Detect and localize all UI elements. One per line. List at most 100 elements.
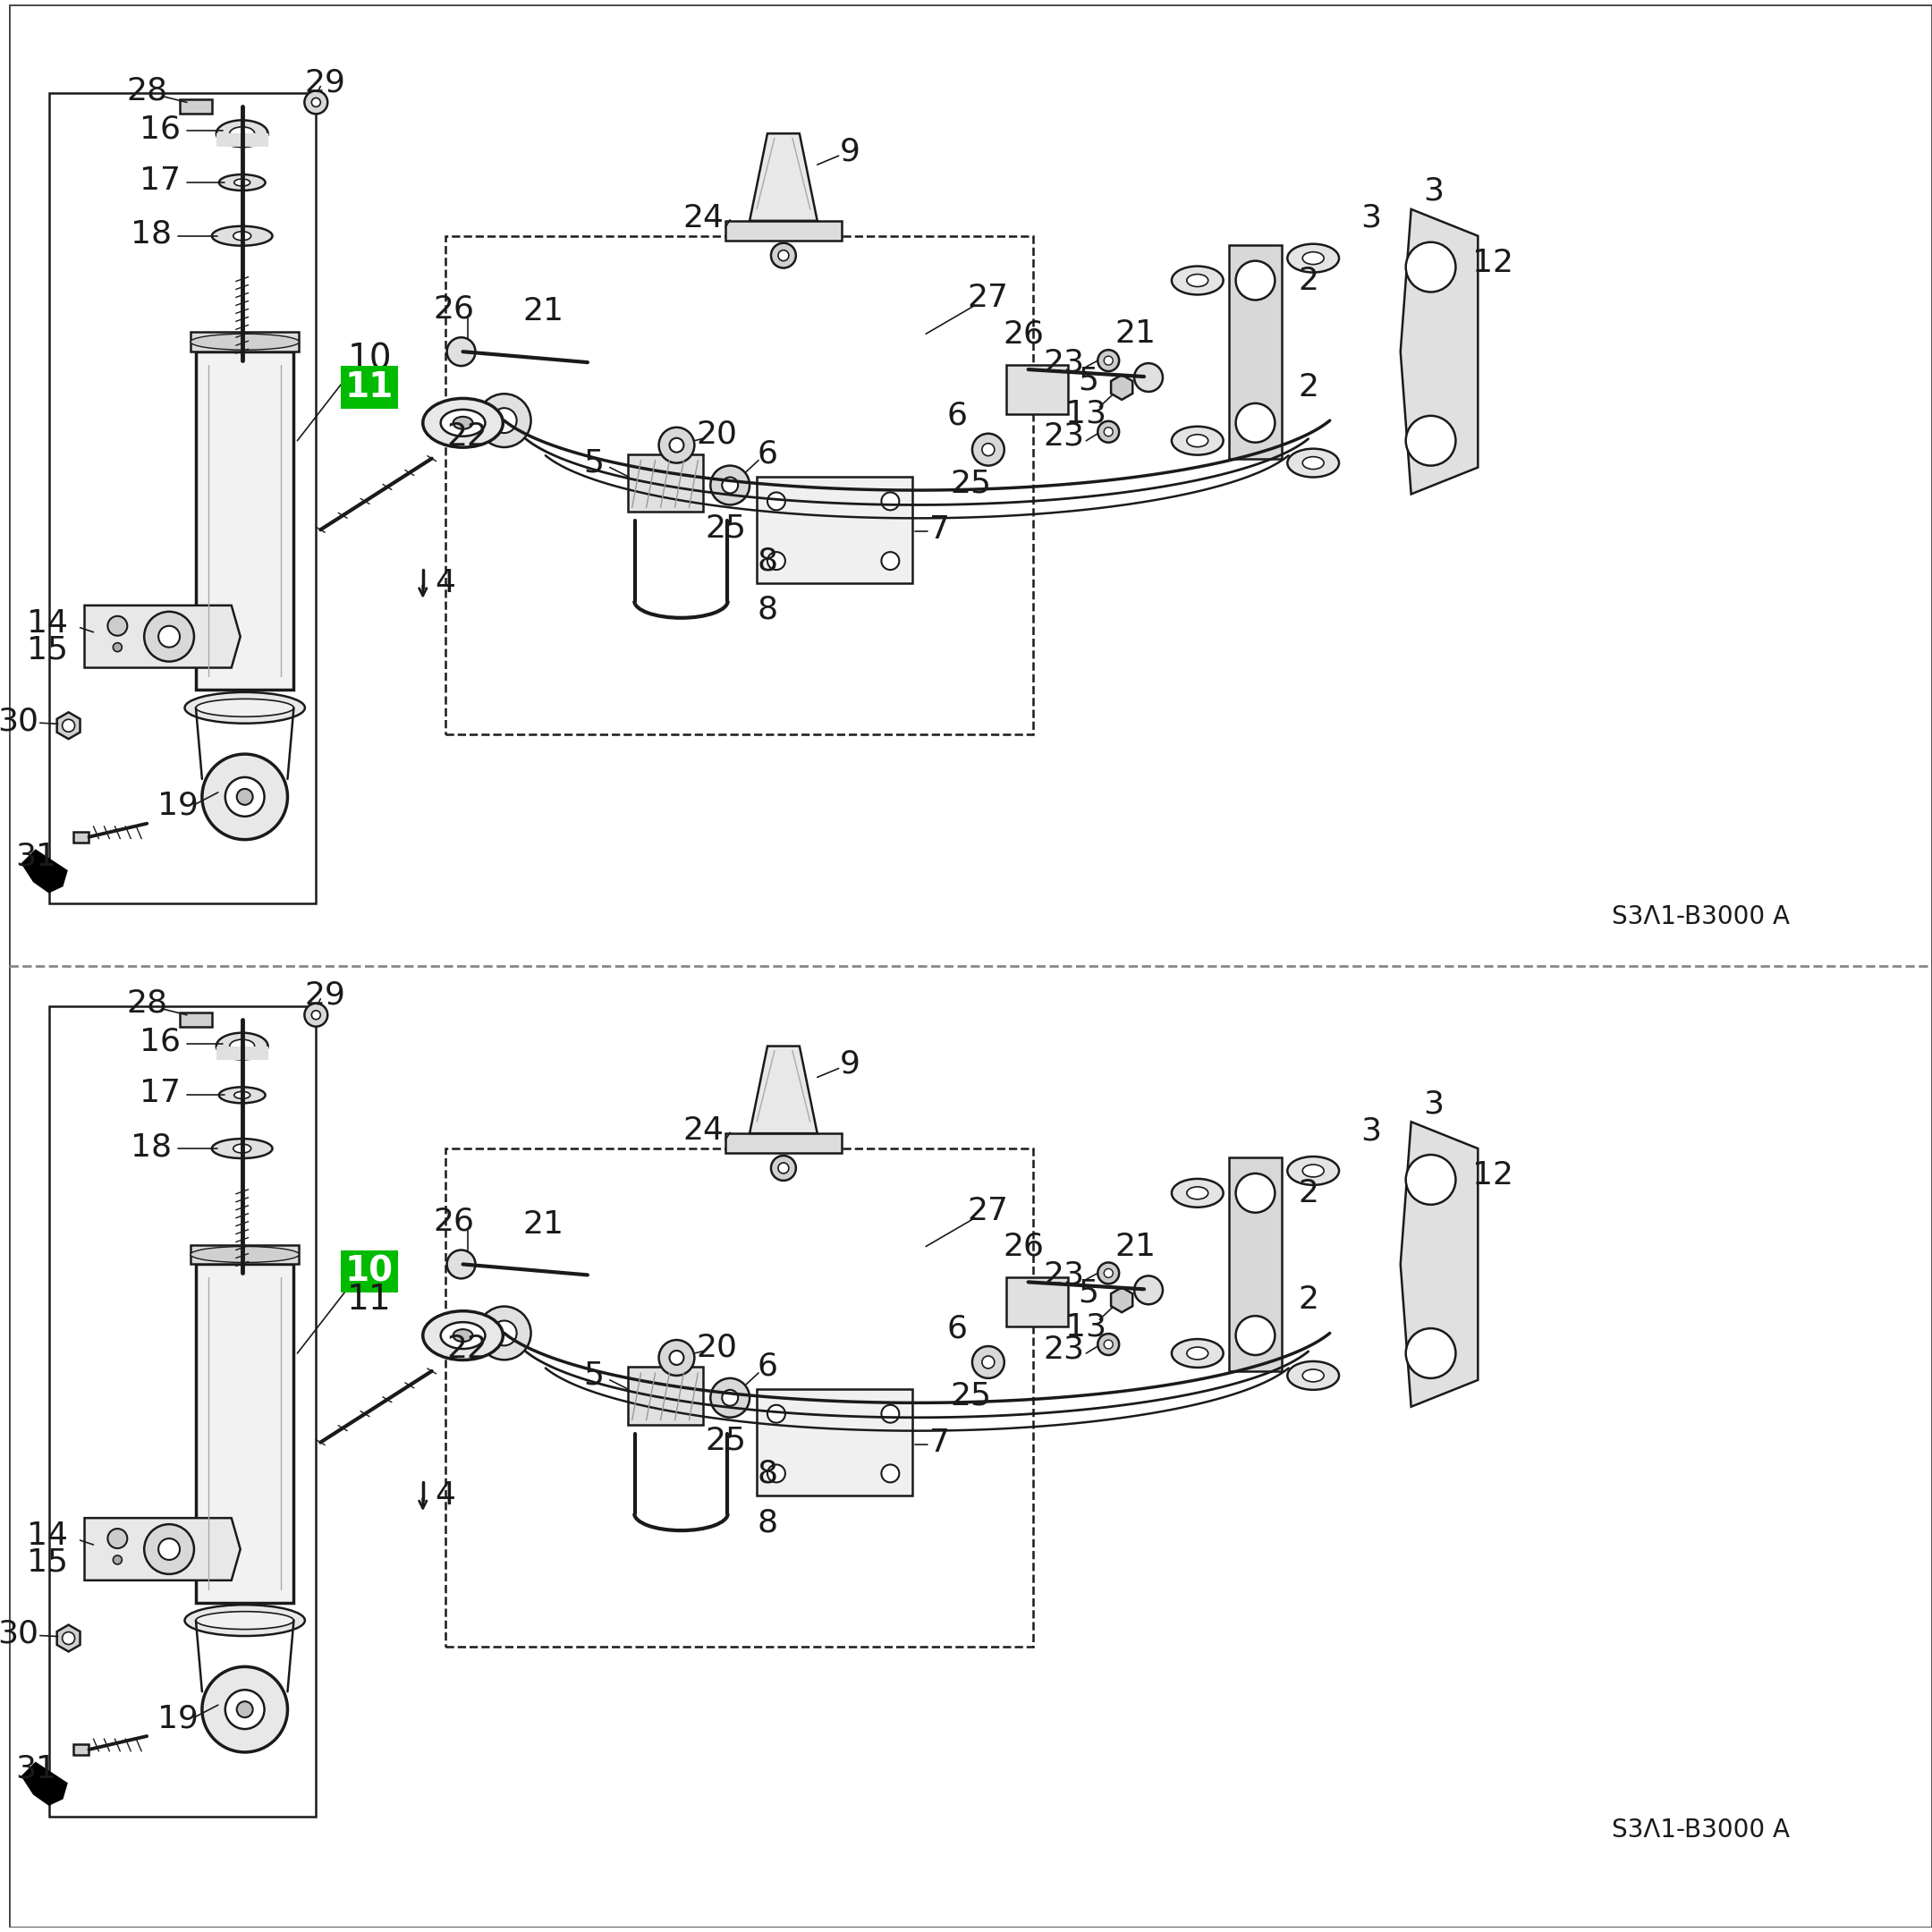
Text: 4: 4 — [435, 568, 456, 599]
Bar — [757, 477, 912, 583]
Text: 20: 20 — [696, 1331, 738, 1362]
Text: 3: 3 — [1424, 1090, 1443, 1119]
Circle shape — [1406, 415, 1455, 466]
Ellipse shape — [1302, 251, 1323, 265]
Circle shape — [1134, 1275, 1163, 1304]
Circle shape — [238, 1702, 253, 1718]
Circle shape — [1236, 404, 1275, 442]
Circle shape — [711, 466, 750, 504]
Bar — [726, 1134, 840, 1153]
Text: 26: 26 — [1003, 1231, 1045, 1262]
Ellipse shape — [195, 699, 294, 717]
Text: 18: 18 — [131, 218, 172, 249]
Text: 17: 17 — [139, 166, 182, 195]
Bar — [195, 352, 294, 690]
Text: 21: 21 — [522, 1209, 564, 1240]
Bar — [628, 1366, 703, 1424]
Circle shape — [1406, 1329, 1455, 1378]
Circle shape — [477, 394, 531, 446]
Polygon shape — [750, 133, 817, 220]
Circle shape — [767, 493, 784, 510]
Bar — [1007, 365, 1068, 413]
Circle shape — [145, 612, 193, 661]
Text: S3Λ1-B3000 A: S3Λ1-B3000 A — [1611, 904, 1789, 929]
Circle shape — [446, 338, 475, 365]
Ellipse shape — [1287, 1157, 1339, 1184]
Circle shape — [881, 553, 898, 570]
Ellipse shape — [234, 1144, 251, 1153]
Circle shape — [771, 243, 796, 269]
Circle shape — [972, 433, 1005, 466]
Bar — [195, 1264, 294, 1604]
Text: 24: 24 — [682, 1115, 724, 1146]
Circle shape — [881, 1464, 898, 1482]
Polygon shape — [56, 1625, 79, 1652]
Ellipse shape — [218, 174, 265, 191]
Polygon shape — [1111, 1287, 1132, 1312]
Circle shape — [446, 1250, 475, 1279]
Text: 19: 19 — [158, 1704, 199, 1733]
Circle shape — [203, 1667, 288, 1752]
Ellipse shape — [1287, 243, 1339, 272]
Text: 25: 25 — [951, 1381, 991, 1410]
Circle shape — [1097, 421, 1119, 442]
Circle shape — [981, 442, 995, 456]
Circle shape — [670, 1350, 684, 1364]
Text: 14: 14 — [27, 609, 68, 638]
Bar — [216, 1045, 269, 1059]
Bar — [628, 454, 703, 512]
Ellipse shape — [216, 1034, 269, 1059]
Text: 5: 5 — [1078, 1277, 1097, 1308]
Bar — [444, 236, 1034, 734]
Ellipse shape — [1302, 1370, 1323, 1381]
Bar — [73, 1745, 89, 1754]
Text: 2: 2 — [1298, 1285, 1320, 1316]
Text: 26: 26 — [433, 294, 475, 325]
Text: 8: 8 — [757, 545, 779, 576]
Ellipse shape — [234, 1092, 249, 1099]
Circle shape — [311, 99, 321, 106]
Text: 13: 13 — [1066, 1312, 1107, 1343]
Bar — [73, 831, 89, 842]
Circle shape — [226, 1690, 265, 1729]
Circle shape — [767, 1405, 784, 1422]
Bar — [444, 1148, 1034, 1648]
Ellipse shape — [218, 1088, 265, 1103]
Polygon shape — [1229, 245, 1283, 458]
Circle shape — [1103, 1269, 1113, 1277]
Text: 29: 29 — [305, 980, 346, 1010]
Circle shape — [1097, 350, 1119, 371]
Text: 22: 22 — [446, 421, 489, 452]
Ellipse shape — [191, 1246, 299, 1262]
Circle shape — [305, 91, 328, 114]
Circle shape — [767, 1464, 784, 1482]
Circle shape — [62, 1633, 75, 1644]
Polygon shape — [56, 713, 79, 738]
Ellipse shape — [1186, 1347, 1208, 1360]
Bar — [48, 1007, 317, 1816]
Ellipse shape — [1171, 427, 1223, 454]
Text: 9: 9 — [840, 135, 860, 166]
Ellipse shape — [185, 1605, 305, 1636]
Circle shape — [1103, 1341, 1113, 1349]
Bar — [1007, 1277, 1068, 1327]
Text: 11: 11 — [348, 1283, 392, 1318]
Circle shape — [1097, 1333, 1119, 1354]
Circle shape — [1097, 1262, 1119, 1285]
Text: 25: 25 — [705, 512, 746, 543]
Text: 7: 7 — [929, 1428, 949, 1457]
Bar — [757, 1389, 912, 1495]
Text: 7: 7 — [929, 514, 949, 545]
Text: 6: 6 — [757, 1352, 779, 1381]
Ellipse shape — [1171, 267, 1223, 296]
Text: 5: 5 — [583, 1360, 605, 1391]
Text: 2: 2 — [1298, 265, 1320, 296]
Circle shape — [114, 643, 122, 651]
Circle shape — [659, 1341, 694, 1376]
Text: 19: 19 — [158, 790, 199, 821]
Text: 16: 16 — [139, 1026, 182, 1057]
Text: 12: 12 — [1472, 1159, 1513, 1190]
Ellipse shape — [1302, 456, 1323, 469]
Text: 20: 20 — [696, 419, 738, 450]
Text: 9: 9 — [840, 1049, 860, 1080]
